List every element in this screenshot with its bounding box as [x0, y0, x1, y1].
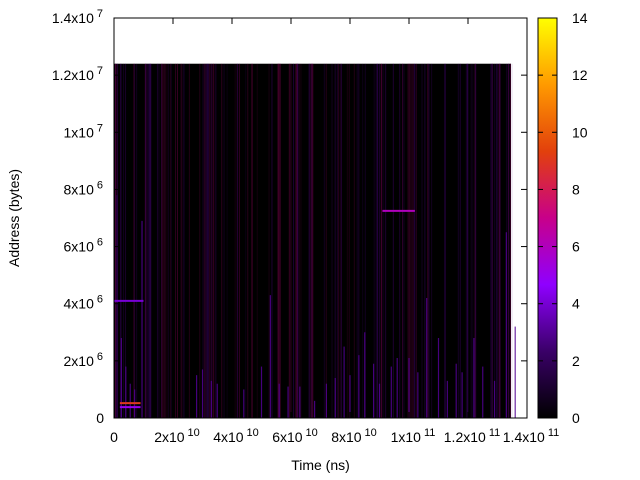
x-tick-label: 2x10 10: [154, 427, 200, 445]
x-tick-label: 8x10 10: [331, 427, 377, 445]
y-axis-label: Address (bytes): [6, 169, 22, 267]
x-axis: 0 2x10 10 4x10 10 6x10 10 8x10 10 1x10 11 1.2x10 11 1…: [110, 18, 559, 445]
x-tick-label: 1.4x10 11: [503, 427, 559, 445]
y-tick-label: 6x10 6: [64, 237, 103, 255]
x-tick-label: 1x10 11: [391, 427, 436, 445]
x-tick-label: 4x10 10: [213, 427, 259, 445]
y-tick-label: 1.4x10 7: [52, 8, 103, 26]
x-tick-label: 6x10 10: [272, 427, 318, 445]
colorbar-tick-label: 10: [572, 124, 588, 140]
colorbar-tick-label: 0: [572, 410, 580, 426]
plot-border: [113, 17, 528, 419]
colorbar-tick-label: 2: [572, 353, 580, 369]
x-axis-label: Time (ns): [291, 457, 350, 473]
x-tick-label: 1.2x10 11: [444, 427, 500, 445]
colorbar-tick-label: 6: [572, 239, 580, 255]
colorbar-tick-label: 8: [572, 181, 580, 197]
y-tick-label: 1.2x10 7: [52, 65, 103, 83]
y-tick-label: 8x10 6: [64, 179, 103, 197]
faint-access-lines: [113, 63, 513, 418]
colorbar-scale: [537, 17, 558, 419]
y-tick-label: 4x10 6: [64, 294, 103, 312]
colorbar-tick-label: 12: [572, 67, 588, 83]
colorbar-tick-label: 4: [572, 296, 580, 312]
plot-frame: [113, 17, 528, 419]
plot-area: [113, 63, 516, 418]
y-tick-label: 1x10 7: [64, 122, 103, 140]
hot-line-series: [114, 209, 415, 409]
y-tick-label: 2x10 6: [64, 351, 103, 369]
colorbar-tick-label: 14: [572, 10, 588, 26]
heatmap-background: [114, 63, 511, 418]
colorbar: 0 2 4 6 8 10 12 14: [537, 10, 588, 426]
y-axis: 0 2x10 6 4x10 6 6x10 6 8x10 6 1x10 7 1.2x10 7 1.4x10 7: [52, 8, 527, 426]
y-tick-label: 0: [96, 410, 104, 426]
x-tick-label: 0: [110, 429, 118, 445]
